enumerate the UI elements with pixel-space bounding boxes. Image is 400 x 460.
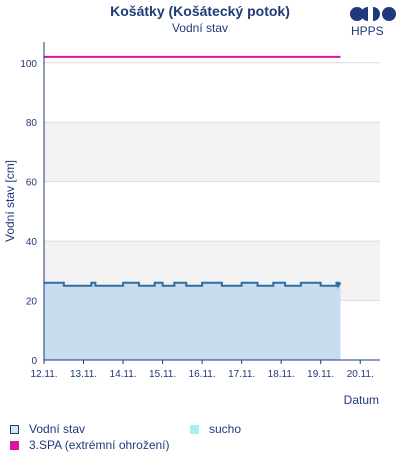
x-tick-label: 18.11.: [268, 369, 295, 380]
y-tick-label: 60: [26, 178, 38, 189]
chart-subtitle: Vodní stav: [171, 21, 229, 35]
x-tick-label: 19.11.: [307, 369, 334, 380]
x-tick-label: 15.11.: [149, 369, 176, 380]
y-axis-label: Vodní stav [cm]: [3, 160, 17, 242]
x-tick-label: 12.11.: [30, 369, 57, 380]
y-tick-label: 80: [26, 118, 38, 129]
chart: 0 20 40 60 80 100 12.11. 13.11. 14.11. 15.11. 16.1…: [3, 42, 380, 407]
water-level-line: [44, 281, 342, 290]
legend-swatch: [10, 425, 19, 434]
y-tick-label: 20: [26, 297, 38, 308]
legend-swatch: [10, 441, 19, 450]
x-axis-label: Datum: [344, 393, 379, 407]
chart-title: Košátky (Košátecký potok): [110, 3, 290, 19]
water-level-area: [44, 282, 341, 360]
logo-text: HPPS: [351, 24, 384, 38]
legend-label: sucho: [209, 422, 242, 436]
x-tick-label: 14.11.: [110, 369, 137, 380]
y-tick-label: 40: [26, 237, 38, 248]
y-tick-label: 100: [20, 59, 37, 70]
x-tick-label: 16.11.: [189, 369, 216, 380]
y-tick-label: 0: [31, 356, 37, 367]
legend-label: 3.SPA (extrémní ohrožení): [29, 438, 170, 452]
x-tick-label: 17.11.: [228, 369, 255, 380]
legend-label: Vodní stav: [29, 422, 86, 436]
hpps-logo-icon: [350, 7, 396, 21]
x-tick-label: 20.11.: [347, 369, 374, 380]
legend-swatch: [190, 425, 199, 434]
x-tick-label: 13.11.: [70, 369, 97, 380]
band-2: [44, 122, 380, 182]
